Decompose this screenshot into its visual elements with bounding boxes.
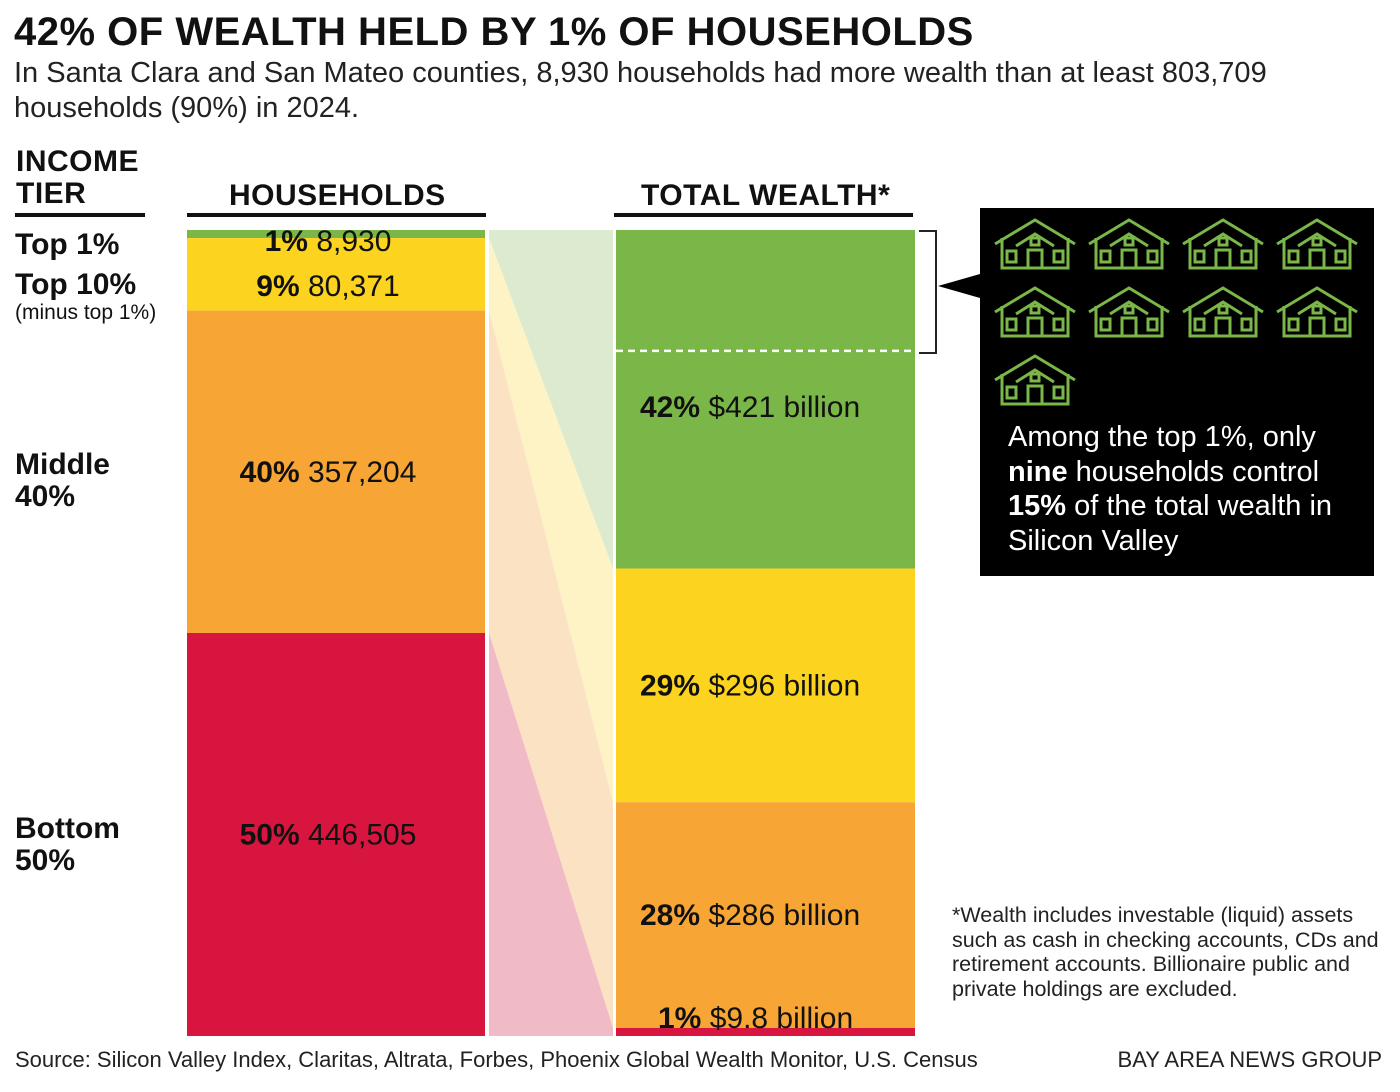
flow-band-bottom50 (489, 633, 613, 1036)
wealth-label-middle40-value: $286 billion (708, 899, 860, 932)
wealth-footnote: *Wealth includes investable (liquid) ass… (952, 903, 1379, 1001)
total-wealth-header: TOTAL WEALTH* (641, 179, 891, 212)
household-label-middle40: 40% 357,204 (240, 456, 417, 489)
household-bar-top10 (187, 238, 485, 311)
wealth-bar-top10 (616, 568, 915, 803)
house-icon (1086, 284, 1172, 340)
household-label-bottom50-value: 446,505 (308, 819, 416, 852)
income-tier-rule (15, 213, 145, 217)
source-line: Source: Silicon Valley Index, Claritas, … (15, 1047, 978, 1072)
wealth-label-middle40: 28% $286 billion (640, 899, 860, 932)
households-rule (187, 213, 486, 217)
income-tier-header: INCOME TIER (16, 146, 156, 210)
wealth-label-top10-value: $296 billion (708, 669, 860, 702)
wealth-label-bottom50-percent: 1% (658, 1002, 710, 1035)
house-icon (1274, 216, 1360, 272)
house-icon (992, 352, 1078, 408)
house-icon (1274, 284, 1360, 340)
household-label-top10-value: 80,371 (308, 270, 400, 303)
household-bar-middle40 (187, 310, 485, 633)
house-icon (992, 284, 1078, 340)
callout-text: Among the top 1%, only nine households c… (1008, 421, 1333, 557)
tier-label-middle40: Middle 40% (15, 449, 145, 513)
household-label-top1-value: 8,930 (316, 225, 391, 258)
house-icon (1086, 216, 1172, 272)
flow-band-top1 (489, 230, 613, 569)
flow-band-middle40 (489, 310, 613, 1028)
households-header: HOUSEHOLDS (229, 179, 446, 212)
wealth-label-top10: 29% $296 billion (640, 669, 860, 702)
house-icon (1180, 216, 1266, 272)
house-icon (992, 216, 1078, 272)
tier-label-bottom50: Bottom 50% (15, 813, 145, 877)
wealth-bar-bottom50 (616, 1027, 915, 1036)
income-tier-header-text: INCOME TIER (16, 145, 139, 210)
tier-label-top1: Top 1% (15, 228, 120, 261)
wealth-label-bottom50-value: $9.8 billion (710, 1002, 853, 1035)
household-label-middle40-value: 357,204 (308, 456, 416, 489)
household-label-bottom50-percent: 50% (240, 819, 308, 852)
tier-label-top10: Top 10% (15, 268, 137, 301)
wealth-label-bottom50: 1% $9.8 billion (658, 1002, 853, 1035)
chart-title: 42% OF WEALTH HELD BY 1% OF HOUSEHOLDS (14, 10, 974, 54)
wealth-bar-middle40 (616, 802, 915, 1028)
wealth-label-top1-value: $421 billion (708, 391, 860, 424)
tier-label-bottom50-text: Bottom 50% (15, 812, 120, 877)
household-label-top10-percent: 9% (256, 270, 308, 303)
wealth-label-top10-percent: 29% (640, 669, 708, 702)
wealth-label-top1: 42% $421 billion (640, 391, 860, 424)
house-icon (1180, 284, 1266, 340)
household-bar-top1 (187, 230, 485, 239)
callout-pointer (938, 274, 980, 298)
total-wealth-rule (614, 213, 913, 217)
tier-note-top10: (minus top 1%) (15, 301, 157, 324)
wealth-bar-top1 (616, 230, 915, 569)
chart-subtitle: In Santa Clara and San Mateo counties, 8… (14, 57, 1267, 124)
household-bar-bottom50 (187, 633, 485, 1036)
wealth-label-middle40-percent: 28% (640, 899, 708, 932)
household-label-top1-percent: 1% (265, 225, 317, 258)
top1-bracket (919, 230, 937, 354)
household-label-bottom50: 50% 446,505 (240, 819, 417, 852)
household-label-middle40-percent: 40% (240, 456, 308, 489)
wealth-label-top1-percent: 42% (640, 391, 708, 424)
credit-line: BAY AREA NEWS GROUP (1117, 1047, 1382, 1072)
flow-band-top10 (489, 238, 613, 803)
household-label-top10: 9% 80,371 (256, 270, 399, 303)
tier-label-middle40-text: Middle 40% (15, 448, 110, 513)
household-label-top1: 1% 8,930 (265, 225, 392, 258)
